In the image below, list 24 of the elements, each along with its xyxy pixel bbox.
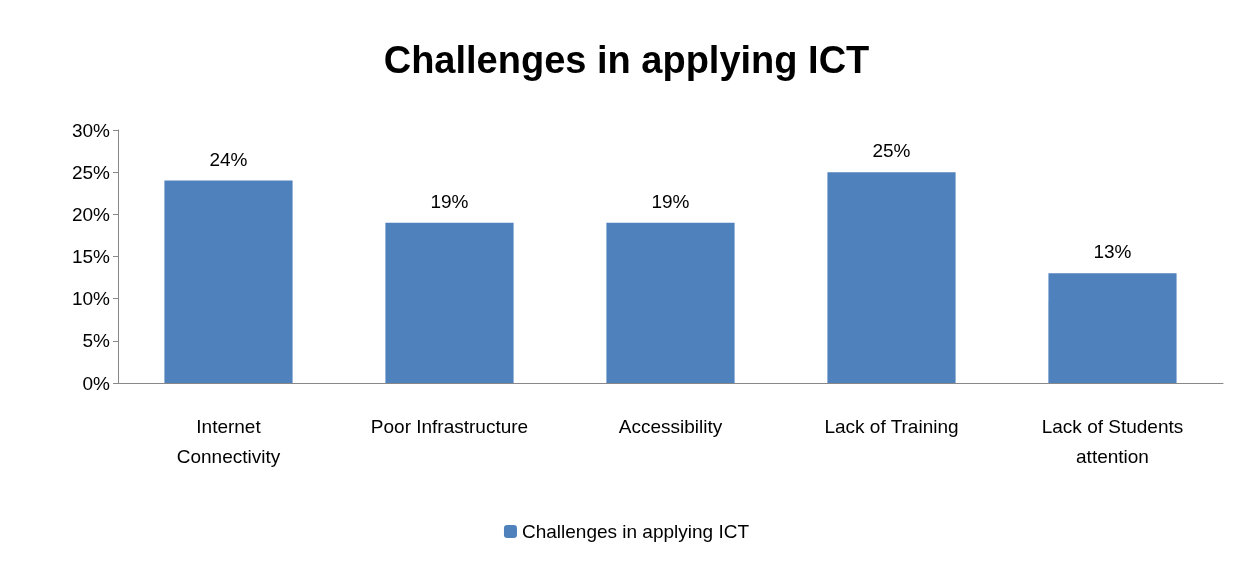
bar — [385, 222, 514, 383]
bar — [606, 222, 735, 383]
y-tick-label: 5% — [82, 330, 111, 352]
x-tick-label: Accessibility — [618, 415, 723, 437]
x-tick-label: Lack of Students attention — [1041, 415, 1184, 467]
data-label: 25% — [872, 140, 911, 162]
data-label: 19% — [430, 190, 469, 212]
y-tick-label: 30% — [71, 119, 111, 141]
legend-label: Challenges in applying ICT — [521, 521, 750, 542]
x-tick-label: Poor Infrastructure — [370, 415, 529, 437]
y-tick-label: 0% — [82, 372, 111, 394]
data-label: 19% — [651, 190, 690, 212]
data-label: 13% — [1093, 241, 1132, 263]
y-tick-label: 25% — [71, 161, 111, 183]
x-tick-label: Internet Connectivity — [176, 415, 281, 467]
y-tick-label: 10% — [71, 288, 111, 310]
chart-title: Challenges in applying ICT — [383, 39, 870, 81]
x-tick-label: Lack of Training — [824, 415, 959, 437]
y-tick-label: 15% — [71, 246, 111, 267]
bar — [827, 172, 956, 383]
data-label: 24% — [209, 148, 248, 170]
bar — [1048, 273, 1177, 383]
bar — [164, 180, 293, 383]
y-tick-label: 20% — [71, 203, 111, 225]
